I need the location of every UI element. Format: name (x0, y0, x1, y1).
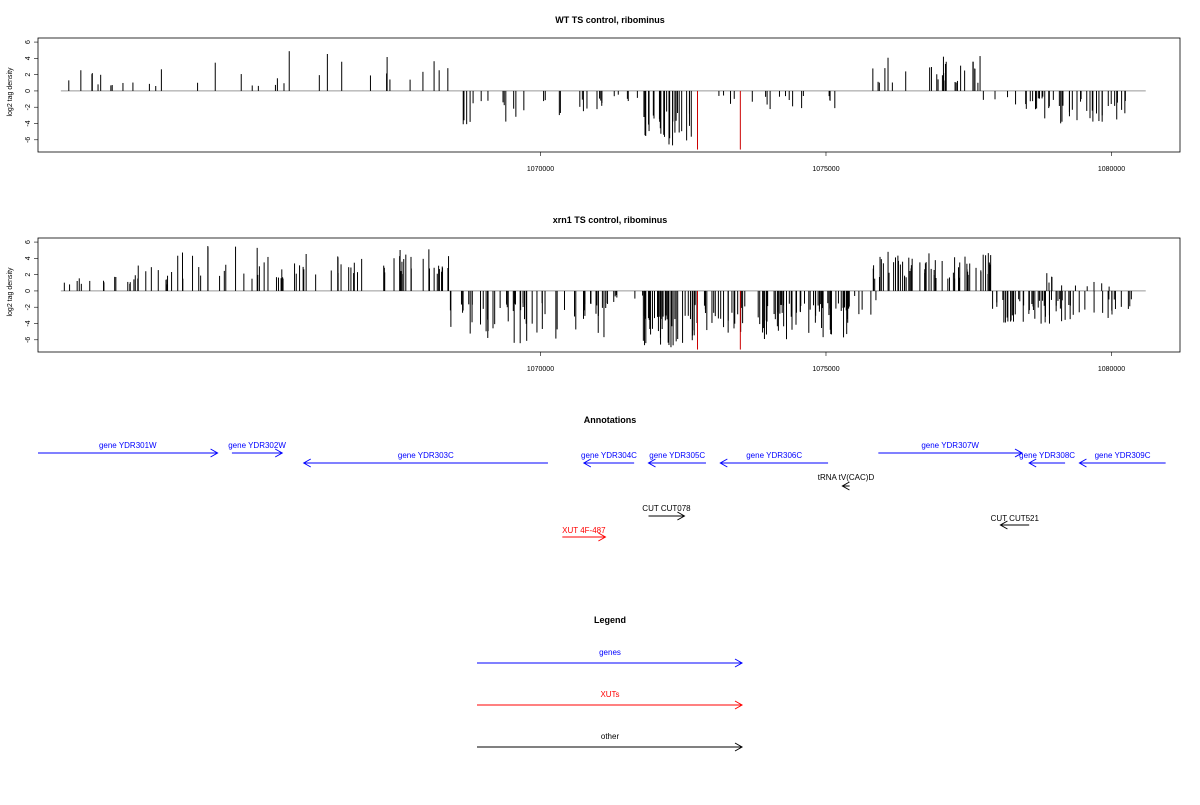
annotation-feature[interactable]: gene YDR307W (878, 441, 1023, 458)
arrowhead-icon (734, 742, 744, 752)
arrowhead-icon (582, 458, 592, 468)
arrowhead-icon (719, 458, 728, 468)
y-tick-label: 4 (25, 56, 32, 60)
annotation-feature[interactable]: gene YDR302W (228, 441, 286, 458)
wt-plot-frame (37, 37, 1181, 153)
annotation-feature[interactable]: XUT 4F-487 (562, 526, 607, 542)
arrowhead-icon (734, 700, 744, 710)
legend-entry: XUTs (477, 690, 744, 710)
y-tick-label: 2 (25, 73, 32, 77)
arrowhead-icon (999, 520, 1008, 530)
y-tick-label: 0 (25, 89, 32, 93)
annotation-label: XUT 4F-487 (562, 526, 606, 535)
annotation-feature[interactable]: gene YDR306C (719, 451, 829, 468)
xrn1-bars (60, 246, 1146, 350)
wt-panel: WT TS control, ribominus log2 tag densit… (7, 15, 1181, 173)
arrowhead-icon (302, 458, 311, 468)
x-tick-label: 1080000 (1098, 366, 1125, 373)
legend-label: genes (599, 648, 621, 657)
annotation-label: gene YDR304C (581, 451, 637, 460)
xrn1-y-ticks: 6 4 2 0 -2 -4 -6 (25, 240, 38, 343)
annotation-label: gene YDR303C (398, 451, 454, 460)
x-tick-label: 1070000 (527, 366, 554, 373)
annotation-feature[interactable]: CUT CUT078 (642, 504, 691, 521)
xrn1-y-axis-label: log2 tag density (7, 267, 14, 317)
annotation-label: gene YDR302W (228, 441, 286, 450)
y-tick-label: 4 (25, 256, 32, 260)
arrowhead-icon (1028, 458, 1037, 468)
xrn1-panel-title: xrn1 TS control, ribominus (553, 215, 668, 225)
wt-y-axis-label: log2 tag density (7, 67, 14, 117)
arrowhead-icon (1078, 458, 1087, 468)
wt-bars (60, 51, 1146, 150)
wt-y-ticks: 6 4 2 0 -2 -4 -6 (25, 40, 38, 143)
annotation-label: gene YDR307W (921, 441, 979, 450)
arrowhead-icon (734, 658, 744, 668)
xrn1-panel: xrn1 TS control, ribominus log2 tag dens… (7, 215, 1181, 373)
legend-entries: genes XUTs other (477, 648, 744, 752)
y-tick-label: 6 (25, 40, 32, 44)
arrowhead-icon (677, 511, 686, 521)
y-tick-label: 0 (25, 289, 32, 293)
annotation-label: gene YDR306C (746, 451, 802, 460)
x-tick-label: 1070000 (527, 166, 554, 173)
arrowhead-icon (841, 481, 850, 491)
xrn1-plot-frame (37, 237, 1181, 353)
annotation-label: gene YDR309C (1095, 451, 1151, 460)
arrowhead-icon (647, 458, 656, 468)
y-tick-label: -4 (25, 320, 32, 326)
annotation-feature[interactable]: gene YDR309C (1078, 451, 1166, 468)
annotation-features: gene YDR301W gene YDR302W gene YDR303C gene… (38, 441, 1166, 542)
wt-panel-title: WT TS control, ribominus (555, 15, 665, 25)
annotation-label: gene YDR305C (649, 451, 705, 460)
y-tick-label: -6 (25, 137, 32, 143)
annotation-feature[interactable]: gene YDR304C (581, 451, 637, 468)
legend-label: other (601, 732, 620, 741)
annotation-label: tRNA tV(CAC)D (818, 473, 875, 482)
legend-title: Legend (594, 615, 626, 625)
xrn1-x-ticks: 1070000 1075000 1080000 (527, 352, 1125, 373)
annotation-label: CUT CUT521 (991, 514, 1040, 523)
annotation-label: CUT CUT078 (642, 504, 691, 513)
legend-entry: genes (477, 648, 744, 668)
wt-x-ticks: 1070000 1075000 1080000 (527, 152, 1125, 173)
x-tick-label: 1075000 (812, 366, 839, 373)
y-tick-label: -2 (25, 304, 32, 310)
y-tick-label: -2 (25, 104, 32, 110)
y-tick-label: 6 (25, 240, 32, 244)
x-tick-label: 1075000 (812, 166, 839, 173)
annotation-feature[interactable]: tRNA tV(CAC)D (818, 473, 875, 491)
annotation-feature[interactable]: CUT CUT521 (991, 514, 1040, 530)
y-tick-label: 2 (25, 273, 32, 277)
annotation-feature[interactable]: gene YDR308C (1019, 451, 1075, 468)
y-tick-label: -4 (25, 120, 32, 126)
annotations-track: Annotations gene YDR301W gene YDR302Wgene… (38, 415, 1166, 542)
legend: Legend genes XUTs other (477, 615, 744, 752)
arrowhead-icon (210, 448, 219, 458)
x-tick-label: 1080000 (1098, 166, 1125, 173)
legend-label: XUTs (600, 690, 619, 699)
annotations-title: Annotations (584, 415, 637, 425)
annotation-label: gene YDR308C (1019, 451, 1075, 460)
annotation-feature[interactable]: gene YDR301W (38, 441, 219, 458)
arrowhead-icon (274, 448, 284, 458)
annotation-feature[interactable]: gene YDR305C (647, 451, 706, 468)
annotation-feature[interactable]: gene YDR303C (302, 451, 548, 468)
arrowhead-icon (1014, 448, 1023, 458)
legend-entry: other (477, 732, 744, 752)
y-tick-label: -6 (25, 337, 32, 343)
arrowhead-icon (598, 532, 607, 542)
annotation-label: gene YDR301W (99, 441, 157, 450)
